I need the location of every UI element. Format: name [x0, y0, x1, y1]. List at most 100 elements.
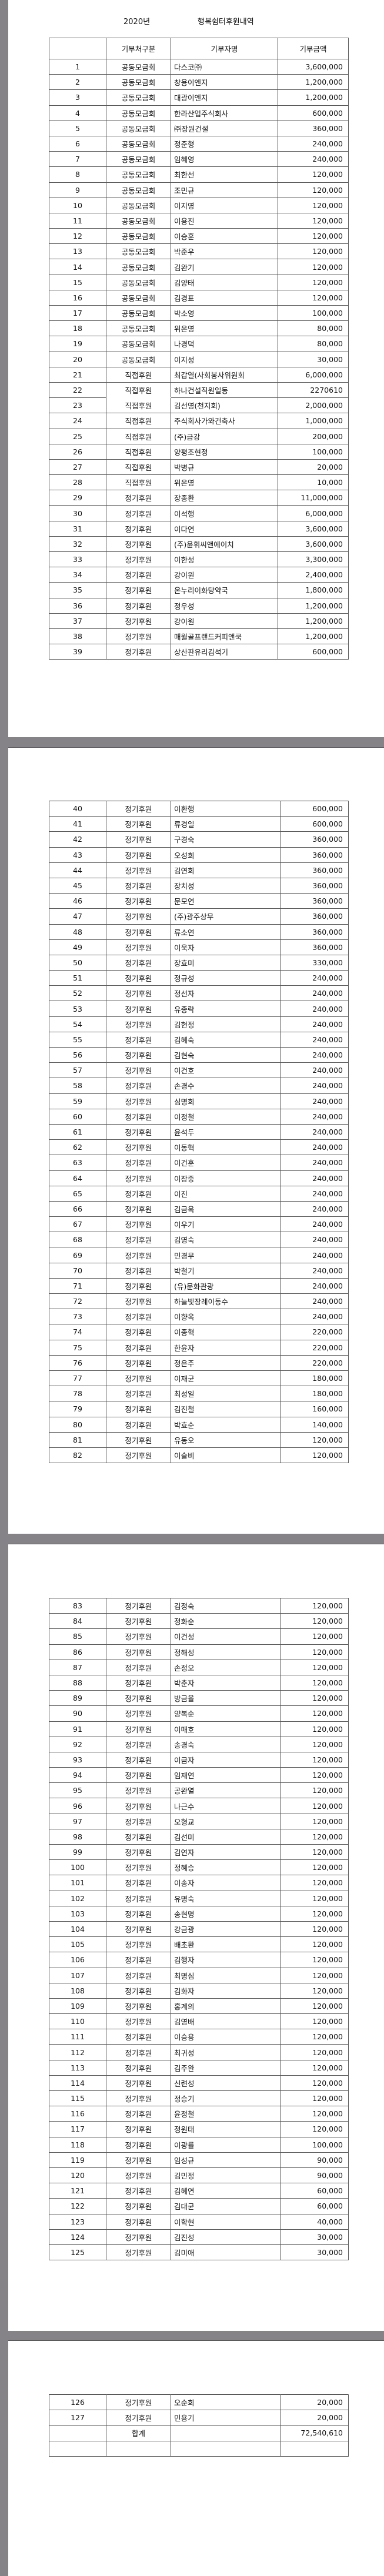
row-number: 126: [49, 2394, 106, 2411]
row-number: 61: [49, 1123, 106, 1140]
table-row: 97 정기후원 오형교 120,000: [49, 1813, 349, 1829]
donor-name: 위은영: [171, 320, 278, 337]
donor-category: 정기후원: [106, 2044, 171, 2060]
table-row: 73 정기후원 이향옥 240,000: [49, 1309, 349, 1325]
table-row: 120 정기후원 김민정 90,000: [49, 2167, 349, 2184]
row-number: 93: [49, 1751, 106, 1768]
row-number: 26: [49, 443, 106, 460]
table-row: 109 정기후원 홍계의 120,000: [49, 1998, 349, 2015]
donation-table-page-3: 83 정기후원 김정숙 120,000 84 정기후원 정화순 120,000 85 정기후원 이건…: [49, 1598, 349, 2261]
donor-category: 정기후원: [106, 613, 171, 629]
table-row: 17 공동모금회 박소영 100,000: [49, 305, 349, 322]
donor-category: 정기후원: [106, 1813, 171, 1829]
donor-name: 양평조현정: [171, 443, 278, 460]
row-number: 112: [49, 2044, 106, 2060]
table-row: 93 정기후원 이금자 120,000: [49, 1751, 349, 1768]
donation-amount: 120,000: [281, 1921, 349, 1938]
donation-amount: 20,000: [281, 2410, 349, 2426]
donor-name: 박철기: [171, 1262, 281, 1279]
row-number: 108: [49, 1982, 106, 1999]
donor-name: 정선자: [171, 985, 281, 1002]
row-number: 41: [49, 816, 106, 832]
donor-category: 정기후원: [106, 1232, 171, 1248]
row-number: 62: [49, 1139, 106, 1156]
donor-category: 정기후원: [106, 2244, 171, 2261]
row-number: 107: [49, 1967, 106, 1983]
table-row: 18 공동모금회 위은영 80,000: [49, 320, 349, 337]
donor-category: 정기후원: [106, 1416, 171, 1433]
donor-name: 최갑열(사회봉사위원회: [171, 366, 278, 383]
donor-category: 공동모금회: [106, 259, 171, 275]
table-row: 59 정기후원 심명희 240,000: [49, 1093, 349, 1109]
table-row: 26 직접후원 양평조현정 100,000: [49, 443, 349, 460]
row-number: 74: [49, 1324, 106, 1340]
donor-name: 정은주: [171, 1354, 281, 1371]
row-number: 76: [49, 1354, 106, 1371]
row-number: 113: [49, 2059, 106, 2076]
row-number: 122: [49, 2198, 106, 2214]
row-number: 24: [49, 413, 106, 429]
donor-category: 정기후원: [106, 1674, 171, 1691]
donor-name: 송현명: [171, 1905, 281, 1922]
donor-category: 정기후원: [106, 1905, 171, 1922]
row-number: 63: [49, 1155, 106, 1171]
row-number: 7: [49, 151, 106, 168]
table-row: 111 정기후원 이승용 120,000: [49, 2029, 349, 2045]
donor-category: 정기후원: [106, 1016, 171, 1032]
row-number: 97: [49, 1813, 106, 1829]
table-row: 28 직접후원 위은영 10,000: [49, 474, 349, 491]
donor-category: 정기후원: [106, 1705, 171, 1722]
row-number: 29: [49, 490, 106, 506]
donor-category: 공동모금회: [106, 120, 171, 136]
donor-category: 정기후원: [106, 1031, 171, 1048]
table-row: 99 정기후원 김연자 120,000: [49, 1844, 349, 1861]
donation-amount: 120,000: [281, 1736, 349, 1752]
donation-amount: 120,000: [281, 1875, 349, 1891]
donor-name: 다스코㈜: [171, 58, 278, 75]
donation-amount: 240,000: [281, 1185, 349, 1202]
table-row: 54 정기후원 김현정 240,000: [49, 1016, 349, 1032]
donation-amount: 240,000: [281, 985, 349, 1002]
donor-category: 정기후원: [106, 505, 171, 521]
donor-category: 정기후원: [106, 2106, 171, 2122]
donation-amount: 2270610: [278, 382, 349, 399]
table-row: 9 공동모금회 조민규 120,000: [49, 182, 349, 198]
donor-name: 최성일: [171, 1386, 281, 1402]
row-number: 16: [49, 289, 106, 306]
donor-name: 정해성: [171, 1644, 281, 1660]
row-number: 75: [49, 1339, 106, 1356]
donor-category: 공동모금회: [106, 274, 171, 290]
donation-amount: 3,600,000: [278, 536, 349, 553]
donation-amount: 100,000: [278, 443, 349, 460]
donation-amount: 240,000: [281, 1200, 349, 1217]
donation-amount: 120,000: [281, 1674, 349, 1691]
donor-category: 정기후원: [106, 2229, 171, 2245]
table-row: 74 정기후원 이종혁 220,000: [49, 1324, 349, 1340]
donor-category: 정기후원: [106, 877, 171, 894]
row-number: 56: [49, 1046, 106, 1063]
row-number: 51: [49, 970, 106, 986]
donor-name: 이금자: [171, 1751, 281, 1768]
row-number: 22: [49, 382, 106, 399]
donor-category: 정기후원: [106, 490, 171, 506]
table-row: 12 공동모금회 이승훈 120,000: [49, 228, 349, 245]
donor-category: 정기후원: [106, 567, 171, 583]
donation-amount: 1,200,000: [278, 74, 349, 91]
donor-category: 공동모금회: [106, 228, 171, 245]
donation-amount: 6,000,000: [278, 366, 349, 383]
donation-amount: 120,000: [281, 1721, 349, 1737]
donation-amount: [281, 2440, 349, 2457]
donor-name: 장효미: [171, 954, 281, 971]
table-row: 36 정기후원 정우성 1,200,000: [49, 597, 349, 614]
donor-name: 오성희: [171, 847, 281, 863]
table-row: 40 정기후원 이환행 600,000: [49, 801, 349, 817]
donor-name: 이슬비: [171, 1447, 281, 1464]
row-number: 82: [49, 1447, 106, 1464]
table-row: 47 정기후원 (주)광주상무 360,000: [49, 908, 349, 925]
donation-amount: 120,000: [281, 1982, 349, 1999]
donation-amount: 100,000: [281, 2136, 349, 2153]
row-number: 52: [49, 985, 106, 1002]
donation-amount: 40,000: [281, 2213, 349, 2230]
donor-name: 송경숙: [171, 1736, 281, 1752]
row-number: 34: [49, 567, 106, 583]
